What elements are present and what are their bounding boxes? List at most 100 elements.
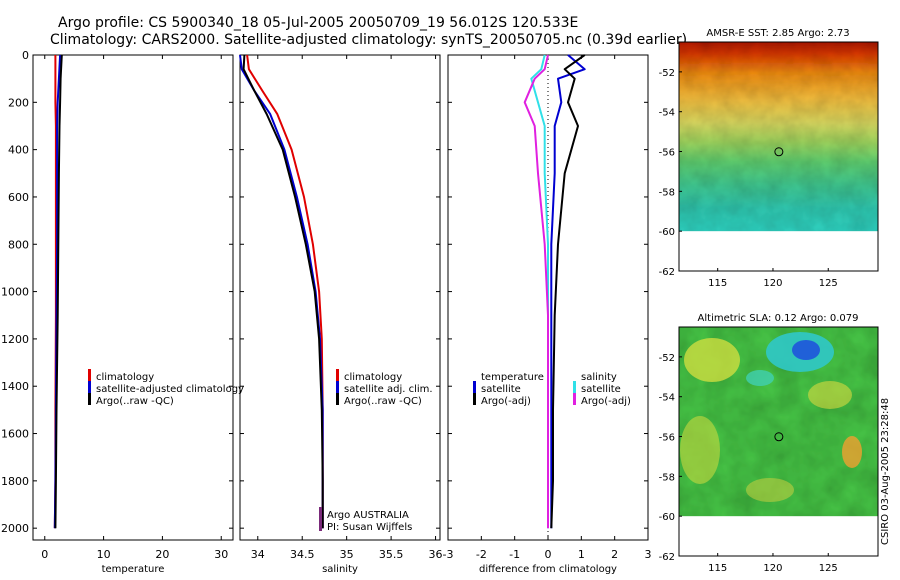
sla-yellow-patch (746, 478, 794, 502)
map-y-tick-label: -56 (659, 433, 675, 444)
y-tick-label: 200 (8, 96, 29, 109)
y-tick-label: 800 (8, 238, 29, 251)
legend-swatch-temp-argo (473, 393, 476, 405)
x-tick-label: 10 (97, 548, 111, 561)
legend-swatch-climatology (88, 369, 91, 381)
map-x-tick-label: 120 (763, 278, 782, 289)
annotation-argo-australia: Argo AUSTRALIA (327, 510, 409, 521)
legend-label-climatology: climatology (96, 372, 154, 383)
annotation-pi: PI: Susan Wijffels (327, 522, 412, 533)
difference-legend: temperature satellite Argo(-adj) salinit… (473, 372, 631, 407)
sla-map-panel: Altimetric SLA: 0.12 Argo: 0.079 -52-54-… (659, 313, 879, 574)
sst-argo-location-marker (774, 147, 784, 157)
x-tick-label: 0 (41, 548, 48, 561)
legend-label-sal-satellite: satellite (581, 384, 621, 395)
sla-map-axes: -52 -54 -56 -58 -60 -62 115 120 125 (659, 326, 879, 574)
map-x-tick-label: 115 (708, 278, 727, 289)
x-tick-label: 20 (155, 548, 169, 561)
sst-map-title: AMSR-E SST: 2.85 Argo: 2.73 (706, 28, 849, 39)
x-tick-label: 30 (214, 548, 228, 561)
x-tick-label: 2 (611, 548, 618, 561)
map-y-tick-label: -58 (659, 187, 675, 198)
y-tick-label: 1200 (1, 333, 29, 346)
legend-swatch-argo (88, 393, 91, 405)
csiro-timestamp-label: CSIRO 03-Aug-2005 23:28:48 (880, 398, 891, 545)
no-data-region (679, 516, 878, 556)
legend-label-argo: Argo(..raw -QC) (96, 396, 174, 407)
map-y-tick-label: -52 (659, 68, 675, 79)
map-y-tick-label: -62 (659, 267, 675, 278)
x-tick-label: 36 (429, 548, 443, 561)
sla-yellow-patch (680, 416, 720, 484)
difference-profile-panel: -3 -2 -1 0 1 2 3 difference from climatology (443, 54, 652, 575)
map-frame (678, 41, 879, 272)
sla-argo-location-marker (774, 432, 784, 442)
temperature-legend: climatology satellite-adjusted climatolo… (88, 369, 244, 407)
map-y-tick-label: -60 (659, 227, 675, 238)
sla-cyan-patch (746, 370, 774, 386)
legend-label-climatology: climatology (344, 372, 402, 383)
x-tick-label: 35 (340, 548, 354, 561)
salinity-legend: climatology satellite adj. clim. Argo(..… (319, 369, 433, 533)
sla-yellow-patch (684, 338, 740, 382)
plot-frame (32, 54, 234, 541)
legend-label-temp-argo: Argo(-adj) (481, 396, 531, 407)
legend-swatch-sal-argo (573, 393, 576, 405)
y-tick-label: 0 (22, 49, 29, 62)
x-axis-label: salinity (322, 564, 358, 575)
map-x-tick-label: 125 (819, 278, 838, 289)
legend-swatch-satellite (336, 381, 339, 393)
legend-swatch-satellite (88, 381, 91, 393)
sla-blue-eddy-core (792, 340, 820, 360)
y-tick-label: 1800 (1, 475, 29, 488)
y-tick-label: 600 (8, 191, 29, 204)
x-tick-label: 35.5 (379, 548, 404, 561)
y-tick-label: 400 (8, 144, 29, 157)
x-axis-label: difference from climatology (479, 564, 617, 575)
sst-map-axes: -52 -54 -56 -58 -60 -62 115 120 125 (659, 41, 879, 289)
map-frame (678, 326, 879, 557)
figure-title-line1: Argo profile: CS 5900340_18 05-Jul-2005 … (58, 15, 578, 31)
temperature-profile-panel: 0 200 400 600 800 1000 1200 1400 1600 1800 2000 0 10… (1, 49, 234, 575)
x-tick-label: -2 (476, 548, 487, 561)
legend-label-satellite: satellite adj. clim. (344, 384, 433, 395)
series-line-temperature-satellite (550, 54, 586, 529)
legend-label-salinity: salinity (581, 372, 617, 383)
map-y-tick-label: -56 (659, 148, 675, 159)
series-line-temperature-argo-adj- (550, 54, 586, 529)
legend-swatch-temp-satellite (473, 381, 476, 393)
legend-swatch-sal-satellite (573, 381, 576, 393)
map-y-tick-label: -52 (659, 353, 675, 364)
map-x-tick-label: 120 (763, 563, 782, 574)
sst-map-field (679, 42, 878, 235)
map-y-tick-label: -60 (659, 512, 675, 523)
legend-label-temperature: temperature (481, 372, 544, 383)
no-data-region (679, 231, 878, 271)
map-x-tick-label: 125 (819, 563, 838, 574)
x-tick-label: 3 (645, 548, 652, 561)
series-line-argo-raw-qc- (242, 54, 324, 529)
legend-label-satellite: satellite-adjusted climatology (96, 384, 244, 395)
legend-label-temp-satellite: satellite (481, 384, 521, 395)
annotation-swatch (319, 507, 322, 531)
y-tick-label: 1600 (1, 428, 29, 441)
x-tick-label: 1 (578, 548, 585, 561)
plot-frame (239, 54, 441, 541)
map-y-tick-label: -62 (659, 552, 675, 563)
x-axis-label: temperature (102, 564, 165, 575)
map-y-tick-label: -54 (659, 393, 675, 404)
legend-swatch-climatology (336, 369, 339, 381)
salinity-profile-panel: 34 34.5 35 35.5 36 salinity (239, 54, 443, 575)
figure-title-line2: Climatology: CARS2000. Satellite-adjuste… (50, 32, 687, 48)
x-tick-label: -1 (509, 548, 520, 561)
map-x-tick-label: 115 (708, 563, 727, 574)
x-tick-label: 34.5 (290, 548, 315, 561)
map-y-tick-label: -54 (659, 108, 675, 119)
series-line-argo-raw-qc- (54, 54, 63, 529)
legend-label-sal-argo: Argo(-adj) (581, 396, 631, 407)
legend-label-argo: Argo(..raw -QC) (344, 396, 422, 407)
y-tick-label: 1000 (1, 286, 29, 299)
y-tick-label: 2000 (1, 522, 29, 535)
y-tick-label: 1400 (1, 380, 29, 393)
